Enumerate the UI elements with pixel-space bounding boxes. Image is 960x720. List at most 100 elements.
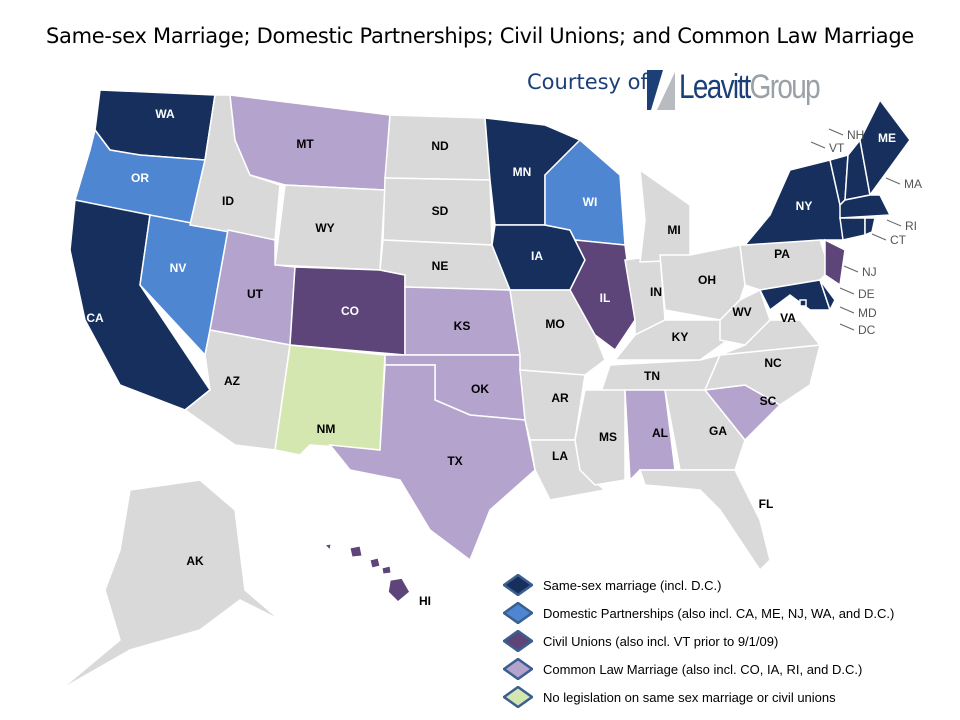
- state-il[interactable]: [569, 239, 636, 352]
- state-label-hi: HI: [419, 594, 431, 608]
- leavitt-group-logo: LeavittGroup: [647, 68, 837, 114]
- state-wv[interactable]: [719, 288, 771, 346]
- state-label-nh: NH: [847, 128, 864, 142]
- state-label-az: AZ: [224, 374, 240, 388]
- state-label-nc: NC: [764, 356, 782, 370]
- state-label-me: ME: [878, 131, 896, 145]
- state-label-wi: WI: [583, 195, 598, 209]
- legend-label: Civil Unions (also incl. VT prior to 9/1…: [543, 633, 779, 649]
- state-label-id: ID: [222, 194, 234, 208]
- state-wa[interactable]: [94, 89, 216, 161]
- state-label-vt: VT: [829, 141, 845, 155]
- state-label-ms: MS: [599, 430, 617, 444]
- state-label-ma: MA: [904, 177, 922, 191]
- leader-line: [886, 219, 902, 227]
- state-label-ca: CA: [86, 311, 104, 325]
- legend-label: Domestic Partnerships (also incl. CA, ME…: [543, 605, 895, 621]
- state-label-wa: WA: [155, 107, 175, 121]
- hawaii-island: [349, 545, 363, 558]
- state-hi[interactable]: [387, 577, 411, 604]
- state-label-pa: PA: [774, 247, 790, 261]
- legend-label: Common Law Marriage (also incl. CO, IA, …: [543, 661, 863, 677]
- legend: Same-sex marriage (incl. D.C.) Domestic P…: [503, 571, 894, 711]
- state-label-ga: GA: [709, 424, 727, 438]
- legend-label: Same-sex marriage (incl. D.C.): [543, 577, 722, 593]
- leader-line: [885, 177, 901, 185]
- state-tn[interactable]: [598, 353, 722, 396]
- legend-item-same-sex: Same-sex marriage (incl. D.C.): [503, 571, 894, 599]
- legend-swatch-icon: [503, 630, 533, 652]
- state-label-ny: NY: [796, 199, 813, 213]
- state-label-ok: OK: [471, 382, 489, 396]
- state-nm[interactable]: [274, 344, 386, 456]
- state-label-mt: MT: [296, 137, 314, 151]
- state-label-ut: UT: [247, 287, 264, 301]
- hawaii-island: [381, 565, 392, 575]
- state-ri[interactable]: [864, 217, 876, 237]
- state-label-mi: MI: [667, 223, 680, 237]
- leader-line: [871, 233, 887, 241]
- state-ga[interactable]: [664, 389, 746, 471]
- leader-line: [810, 141, 826, 149]
- legend-swatch-icon: [503, 686, 533, 708]
- state-label-sd: SD: [432, 204, 449, 218]
- state-label-al: AL: [652, 426, 668, 440]
- logo-mark-icon: [647, 70, 675, 110]
- state-label-wv: WV: [732, 305, 751, 319]
- state-label-ks: KS: [454, 319, 471, 333]
- state-ct[interactable]: [839, 217, 866, 241]
- legend-item-common-law: Common Law Marriage (also incl. CO, IA, …: [503, 655, 894, 683]
- courtesy-text: Courtesy of: [527, 70, 648, 94]
- state-tx[interactable]: [328, 364, 536, 562]
- leader-line: [843, 265, 859, 273]
- state-dc[interactable]: [799, 299, 807, 307]
- map-title: Same-sex Marriage; Domestic Partnerships…: [45, 24, 915, 48]
- state-label-co: CO: [341, 304, 359, 318]
- state-label-nm: NM: [317, 422, 336, 436]
- leader-line: [839, 306, 855, 314]
- leader-line: [839, 287, 855, 295]
- state-label-la: LA: [552, 449, 568, 463]
- legend-swatch-icon: [503, 602, 533, 624]
- state-de[interactable]: [819, 279, 836, 312]
- state-label-oh: OH: [698, 273, 716, 287]
- legend-swatch-icon: [503, 658, 533, 680]
- state-label-mn: MN: [513, 165, 532, 179]
- state-label-or: OR: [131, 171, 149, 185]
- state-ak[interactable]: [59, 479, 281, 691]
- state-label-ri: RI: [905, 219, 917, 233]
- state-nj[interactable]: [824, 238, 846, 287]
- leader-line: [839, 323, 855, 331]
- state-label-ct: CT: [890, 233, 907, 247]
- hawaii-island: [369, 557, 381, 569]
- hawaii-island: [323, 543, 332, 552]
- state-label-dc: DC: [858, 323, 876, 337]
- state-label-sc: SC: [760, 394, 777, 408]
- state-label-tx: TX: [447, 454, 462, 468]
- state-label-ky: KY: [672, 330, 689, 344]
- legend-item-domestic: Domestic Partnerships (also incl. CA, ME…: [503, 599, 894, 627]
- state-fl[interactable]: [638, 469, 771, 572]
- state-label-ia: IA: [531, 249, 543, 263]
- state-me[interactable]: [859, 98, 911, 197]
- state-label-nd: ND: [431, 139, 449, 153]
- state-mi[interactable]: [639, 168, 691, 263]
- state-label-de: DE: [858, 287, 875, 301]
- state-label-wy: WY: [315, 221, 334, 235]
- legend-label: No legislation on same sex marriage or c…: [543, 689, 836, 705]
- state-ny[interactable]: [743, 159, 844, 246]
- state-label-il: IL: [600, 291, 611, 305]
- state-label-nv: NV: [170, 261, 187, 275]
- state-label-fl: FL: [759, 497, 774, 511]
- leader-line: [828, 128, 844, 136]
- state-label-nj: NJ: [862, 265, 877, 279]
- state-label-ak: AK: [186, 554, 204, 568]
- state-va[interactable]: [719, 319, 822, 356]
- state-ar[interactable]: [519, 369, 586, 441]
- legend-item-no-legislation: No legislation on same sex marriage or c…: [503, 683, 894, 711]
- state-label-ar: AR: [551, 391, 569, 405]
- legend-item-civil: Civil Unions (also incl. VT prior to 9/1…: [503, 627, 894, 655]
- state-label-in: IN: [650, 285, 662, 299]
- state-label-va: VA: [780, 311, 796, 325]
